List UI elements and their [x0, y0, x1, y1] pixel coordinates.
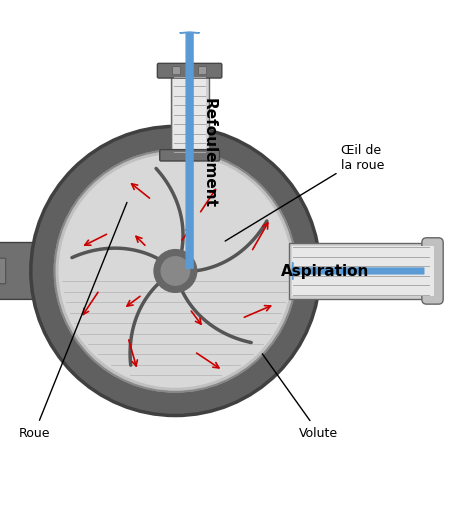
Circle shape — [31, 127, 320, 416]
Text: Volute: Volute — [262, 354, 338, 439]
FancyBboxPatch shape — [160, 150, 219, 162]
FancyBboxPatch shape — [171, 73, 209, 158]
FancyBboxPatch shape — [157, 64, 222, 79]
FancyBboxPatch shape — [289, 243, 436, 300]
Circle shape — [161, 257, 190, 286]
FancyBboxPatch shape — [0, 243, 40, 300]
FancyBboxPatch shape — [173, 77, 206, 156]
Text: Aspiration: Aspiration — [281, 264, 369, 279]
Text: Roue: Roue — [19, 203, 127, 439]
Circle shape — [59, 156, 292, 387]
FancyBboxPatch shape — [199, 68, 207, 76]
FancyBboxPatch shape — [173, 68, 181, 76]
Circle shape — [55, 151, 296, 392]
FancyBboxPatch shape — [0, 259, 6, 284]
Circle shape — [154, 250, 197, 293]
Text: Œil de
la roue: Œil de la roue — [225, 144, 385, 241]
Text: Refoulement: Refoulement — [201, 98, 217, 208]
FancyBboxPatch shape — [422, 238, 443, 305]
FancyBboxPatch shape — [292, 247, 434, 296]
